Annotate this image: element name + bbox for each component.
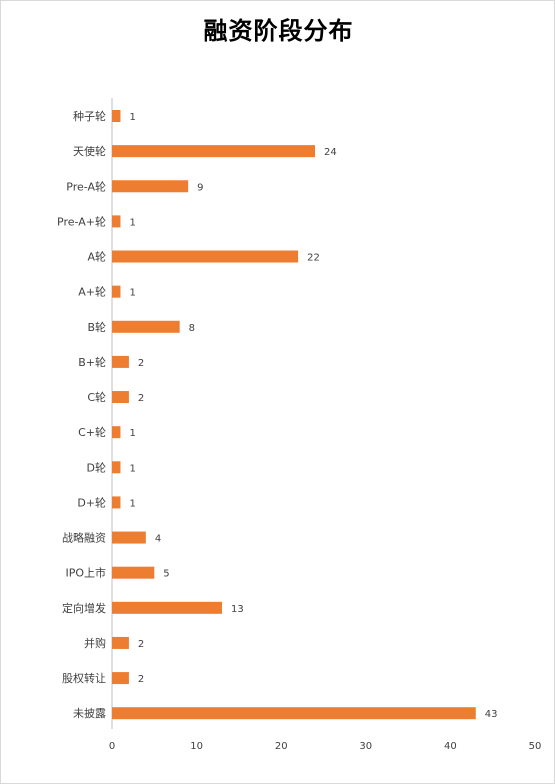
bar <box>112 601 222 614</box>
bar <box>112 391 129 404</box>
data-label: 24 <box>324 147 337 158</box>
data-label: 13 <box>231 604 244 615</box>
bar <box>112 636 129 649</box>
data-label: 1 <box>129 463 135 474</box>
data-label: 1 <box>129 288 135 299</box>
bar <box>112 531 146 544</box>
x-tick-label: 20 <box>275 741 288 752</box>
data-label: 2 <box>138 639 144 650</box>
data-label: 5 <box>163 569 169 580</box>
category-label: B+轮 <box>78 355 106 369</box>
data-label: 9 <box>197 182 203 193</box>
category-label: B轮 <box>87 320 106 334</box>
category-label: 并购 <box>84 636 106 650</box>
category-label: 战略融资 <box>62 531 106 545</box>
category-label: 未披露 <box>73 706 106 720</box>
data-label: 2 <box>138 674 144 685</box>
bar <box>112 461 121 474</box>
data-label: 8 <box>189 323 195 334</box>
x-tick-label: 0 <box>109 741 115 752</box>
category-label: 种子轮 <box>73 109 106 123</box>
bar <box>112 566 155 579</box>
category-label: C+轮 <box>78 425 106 439</box>
data-label: 4 <box>155 534 161 545</box>
bar <box>112 250 299 263</box>
bar <box>112 145 316 158</box>
category-label: IPO上市 <box>65 566 106 580</box>
category-label: 定向增发 <box>62 601 106 615</box>
data-label: 1 <box>129 428 135 439</box>
category-label: Pre-A+轮 <box>57 214 106 228</box>
category-label: 股权转让 <box>62 671 106 685</box>
chart-title: 融资阶段分布 <box>203 16 354 45</box>
bar <box>112 496 121 509</box>
data-label: 2 <box>138 358 144 369</box>
category-label: A+轮 <box>78 285 106 299</box>
x-tick-label: 30 <box>359 741 372 752</box>
category-label: D轮 <box>87 460 106 474</box>
category-label: Pre-A轮 <box>66 179 106 193</box>
x-tick-label: 40 <box>444 741 457 752</box>
bar <box>112 672 129 685</box>
category-label: D+轮 <box>77 495 106 509</box>
data-label: 1 <box>129 498 135 509</box>
data-label: 1 <box>129 217 135 228</box>
bar <box>112 180 189 193</box>
bar <box>112 426 121 439</box>
category-label: C轮 <box>87 390 106 404</box>
data-label: 1 <box>129 112 135 123</box>
bar <box>112 215 121 228</box>
bar <box>112 320 180 333</box>
category-label: 天使轮 <box>73 144 106 158</box>
bar <box>112 355 129 368</box>
bar <box>112 285 121 298</box>
data-label: 2 <box>138 393 144 404</box>
data-label: 43 <box>485 709 498 720</box>
bar <box>112 110 121 122</box>
data-label: 22 <box>307 253 320 264</box>
x-tick-label: 50 <box>529 741 542 752</box>
bar <box>112 707 476 720</box>
x-tick-label: 10 <box>190 741 203 752</box>
category-label: A轮 <box>87 250 106 264</box>
